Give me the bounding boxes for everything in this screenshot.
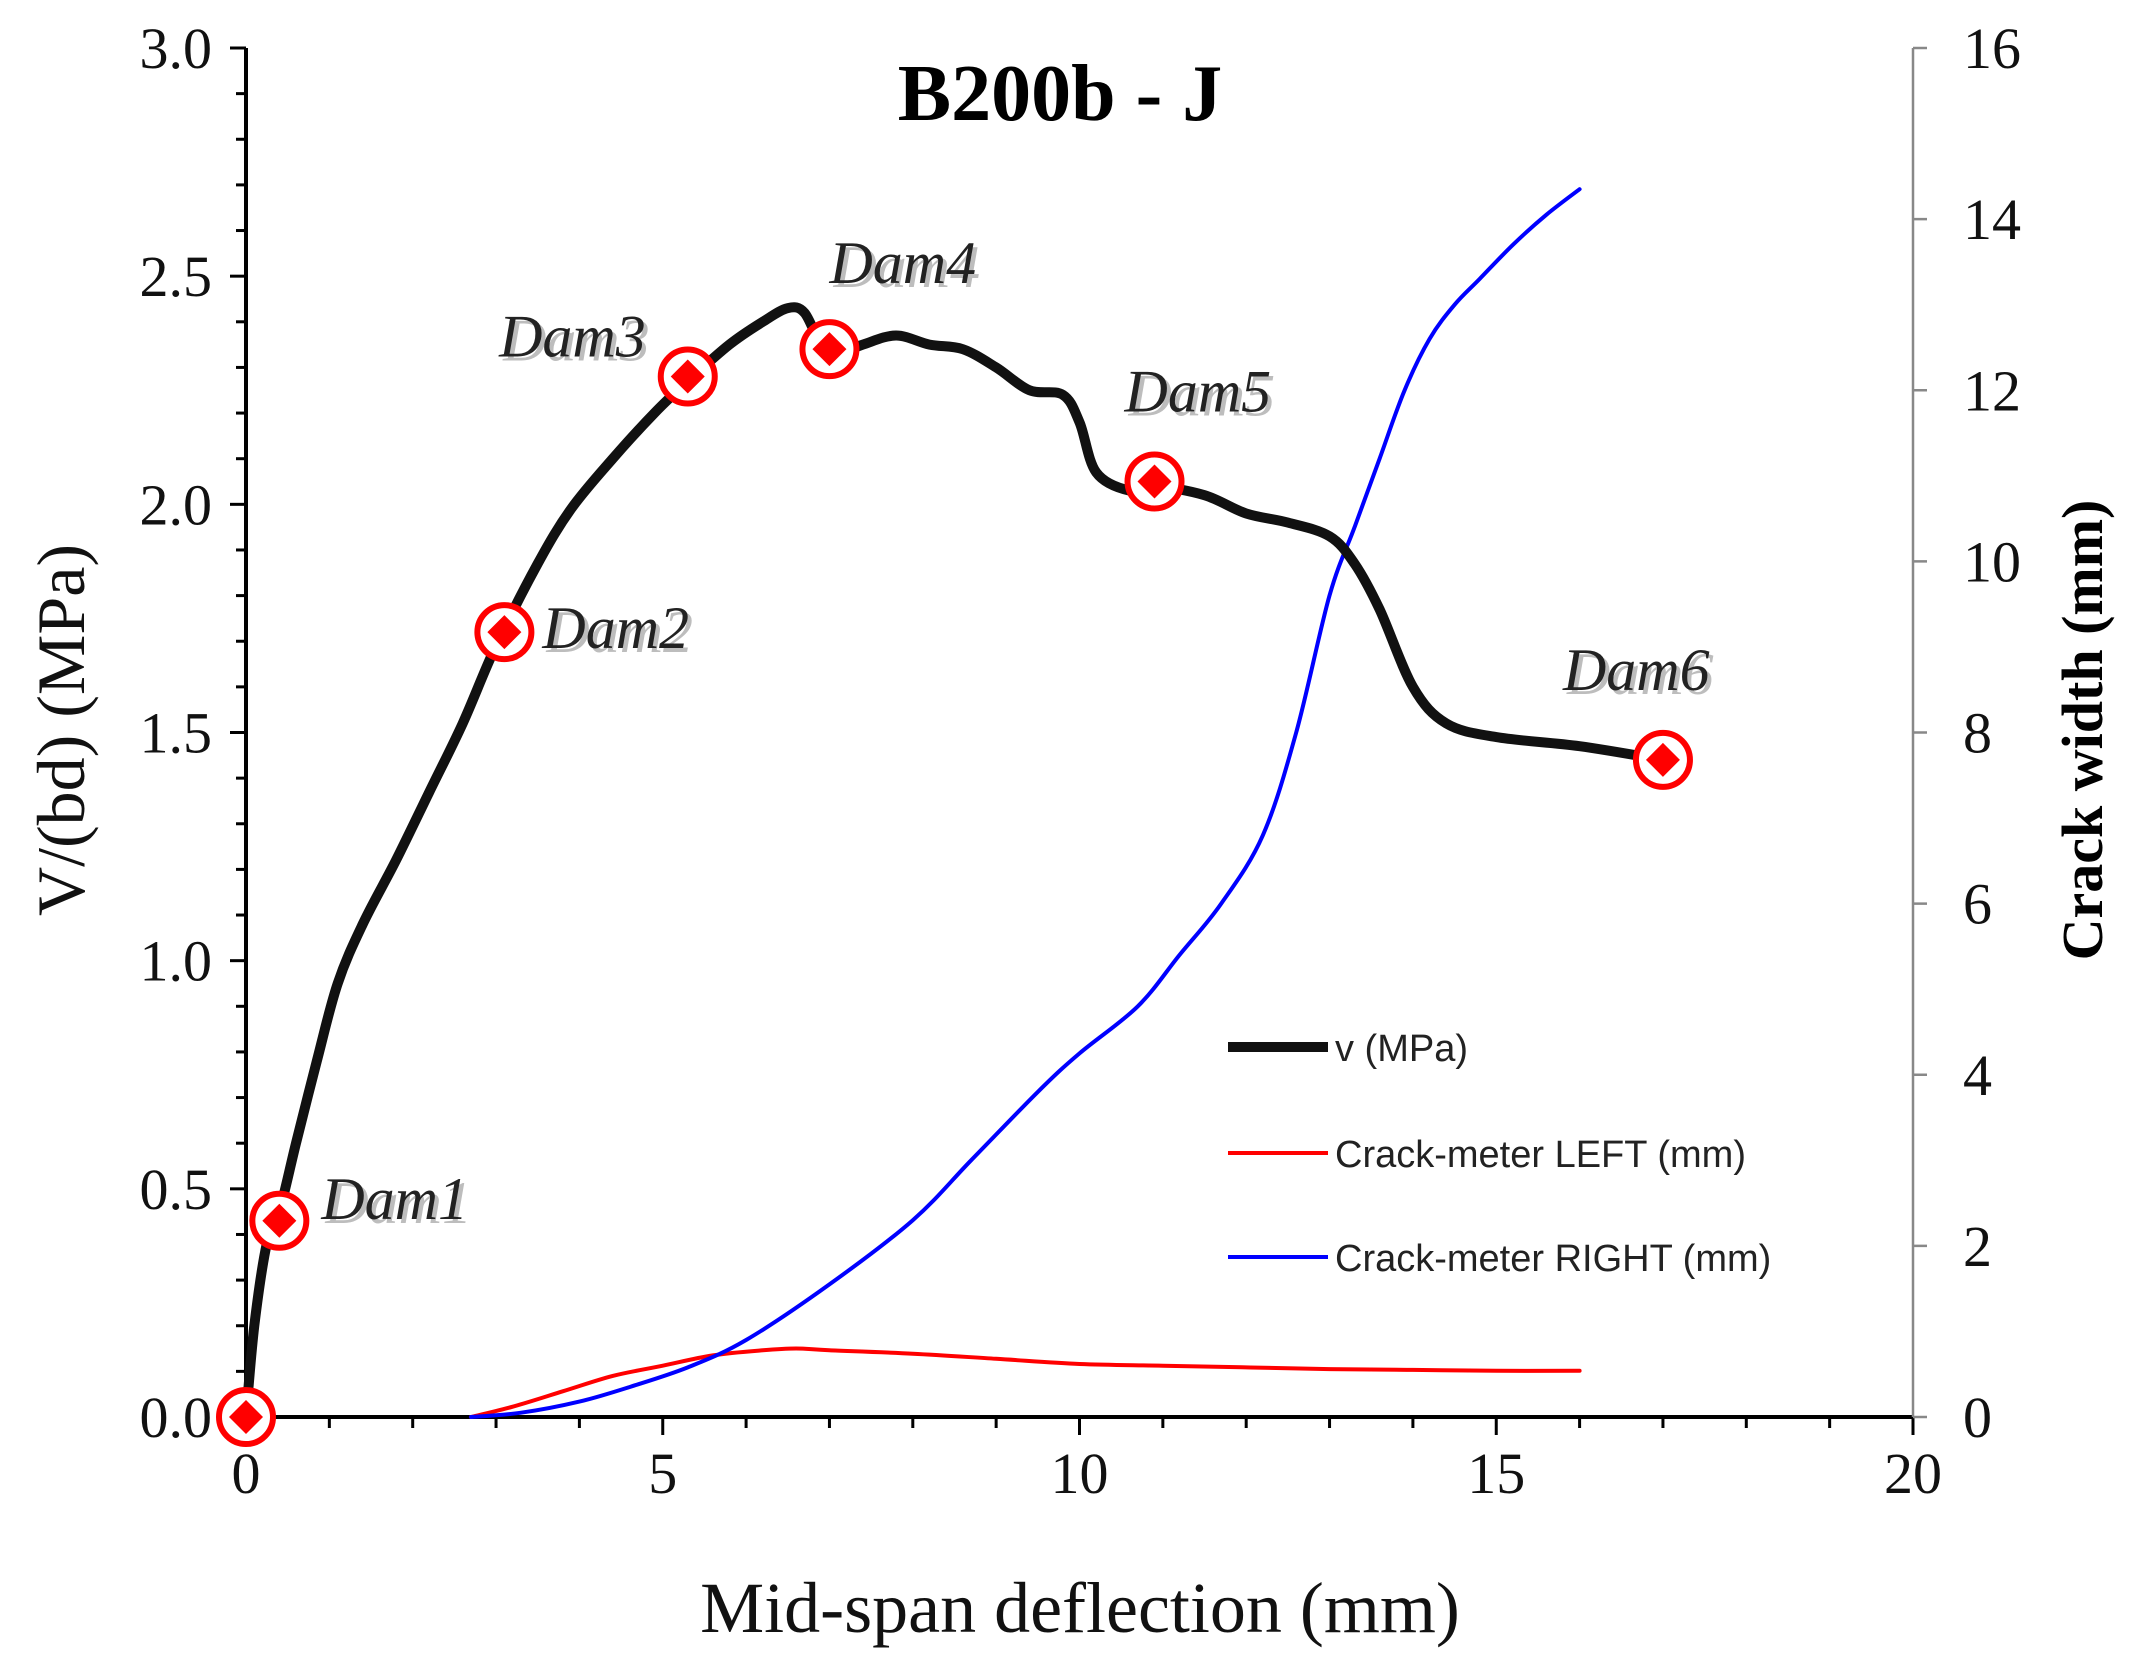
- legend-label-left: Crack-meter LEFT (mm): [1335, 1134, 1746, 1176]
- damage-label-shadow: Dam3: [502, 308, 650, 374]
- y-axis-label: V/(bd) (MPa): [23, 544, 99, 916]
- damage-marker-diamond: [1137, 464, 1172, 499]
- damage-label: Dam2: [541, 595, 689, 661]
- damage-marker: [799, 319, 860, 380]
- y-tick-label: 3.0: [140, 16, 213, 81]
- damage-label: Dam5: [1124, 359, 1272, 425]
- damage-marker-diamond: [670, 359, 705, 394]
- x-axis-label: Mid-span deflection (mm): [700, 1568, 1460, 1648]
- y-tick-label: 0.5: [140, 1157, 213, 1222]
- y2-axis-label: Crack width (mm): [2050, 500, 2115, 961]
- damage-marker-diamond: [229, 1400, 263, 1434]
- damage-marker: [657, 346, 718, 407]
- y2-tick-label: 2: [1963, 1214, 1992, 1279]
- damage-marker-diamond: [262, 1203, 297, 1238]
- x-tick-label: 20: [1884, 1441, 1942, 1506]
- chart-title: B200b - J: [898, 50, 1223, 138]
- series-line-crack-left: [469, 1346, 1582, 1419]
- damage-label-shadow: Dam4: [832, 234, 980, 300]
- damage-marker: [249, 1190, 310, 1251]
- damage-marker-diamond: [812, 332, 847, 367]
- damage-marker-diamond: [1645, 742, 1680, 777]
- y-tick-label: 1.0: [140, 929, 213, 994]
- damage-label-shadow: Dam2: [545, 599, 693, 665]
- x-tick-label: 15: [1467, 1441, 1525, 1506]
- x-tick-label: 0: [232, 1441, 261, 1506]
- series-line-crack-right: [469, 187, 1582, 1419]
- y-tick-label: 1.5: [140, 701, 213, 766]
- y2-tick-label: 4: [1963, 1043, 1992, 1108]
- y2-tick-label: 16: [1963, 16, 2021, 81]
- x-tick-label: 5: [648, 1441, 677, 1506]
- x-tick-label: 10: [1051, 1441, 1109, 1506]
- y2-tick-label: 0: [1963, 1385, 1992, 1450]
- y-tick-label: 2.5: [140, 244, 213, 309]
- legend-label-right: Crack-meter RIGHT (mm): [1335, 1238, 1771, 1280]
- damage-label: Dam6: [1562, 637, 1710, 703]
- legend: v (MPa) Crack-meter LEFT (mm) Crack-mete…: [1228, 1028, 1771, 1280]
- damage-label-shadow: Dam1: [324, 1170, 472, 1236]
- y2-tick-label: 8: [1963, 701, 1992, 766]
- y-tick-label: 0.0: [140, 1385, 213, 1450]
- damage-marker: [1124, 451, 1185, 512]
- damage-marker: [1632, 729, 1693, 790]
- legend-label-v: v (MPa): [1335, 1028, 1468, 1070]
- damage-marker: [216, 1387, 276, 1447]
- y2-tick-label: 10: [1963, 529, 2021, 594]
- damage-marker: [474, 602, 535, 663]
- damage-label: Dam1: [320, 1166, 468, 1232]
- damage-label-shadow: Dam6: [1566, 641, 1714, 707]
- damage-label: Dam4: [828, 230, 976, 296]
- y2-tick-label: 6: [1963, 872, 1992, 937]
- y-tick-label: 2.0: [140, 472, 213, 537]
- y2-tick-label: 12: [1963, 358, 2021, 423]
- damage-label-shadow: Dam5: [1128, 363, 1276, 429]
- y2-tick-label: 14: [1963, 187, 2021, 252]
- damage-marker-diamond: [487, 615, 522, 650]
- damage-label: Dam3: [498, 304, 646, 370]
